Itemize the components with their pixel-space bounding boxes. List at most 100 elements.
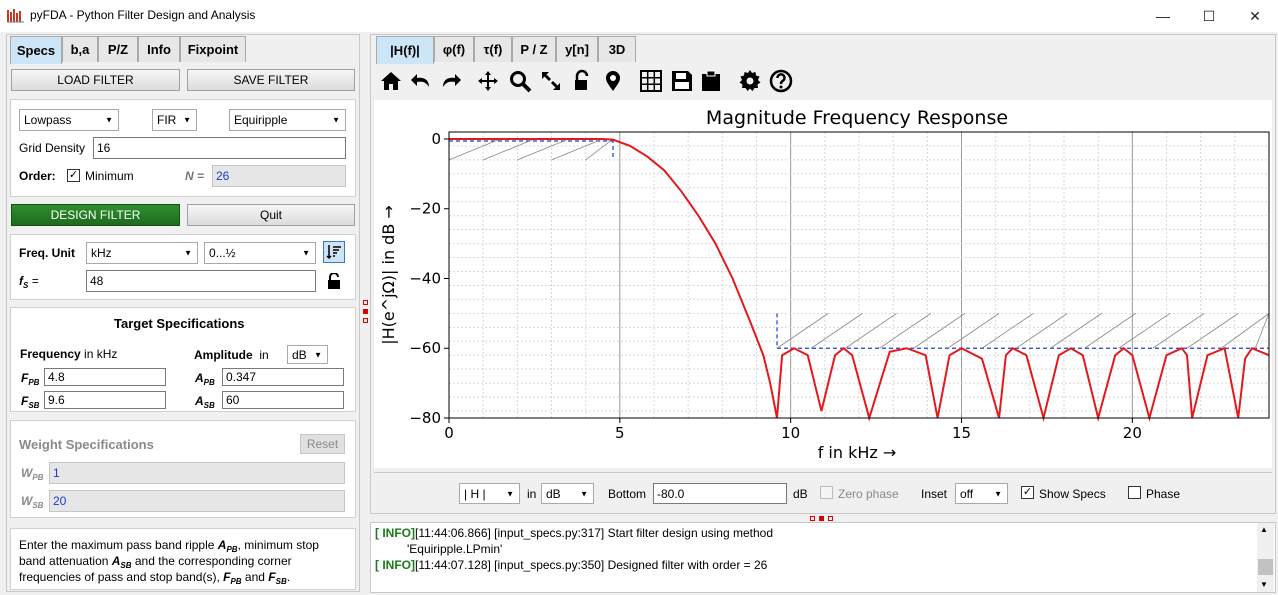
fullscreen-icon[interactable] bbox=[537, 67, 565, 95]
stopband-hatch bbox=[1254, 313, 1270, 349]
w-pb-input[interactable]: 1 bbox=[49, 462, 345, 484]
fs-input[interactable]: 48 bbox=[86, 270, 316, 292]
maximize-button[interactable]: ☐ bbox=[1202, 7, 1216, 24]
f-sb-subscript: SB bbox=[28, 401, 40, 410]
chart-ticks: 0 5 10 15 20 0 −20 −40 −60 −80 bbox=[409, 130, 1142, 442]
save-icon[interactable] bbox=[668, 67, 696, 95]
help-subscript: SB bbox=[120, 561, 132, 570]
filter-type-select[interactable]: FIR ▼ bbox=[152, 109, 197, 131]
tab-magnitude[interactable]: |H(f)| bbox=[376, 36, 434, 64]
stopband-hatch bbox=[1186, 313, 1239, 349]
design-filter-button[interactable]: DESIGN FILTER bbox=[11, 204, 180, 226]
marker-icon[interactable] bbox=[599, 67, 627, 95]
log-scrollbar[interactable]: ▲ ▼ bbox=[1257, 523, 1274, 592]
save-filter-button[interactable]: SAVE FILTER bbox=[187, 69, 355, 91]
f-pb-input[interactable]: 4.8 bbox=[44, 368, 166, 386]
design-method-select[interactable]: Equiripple ▼ bbox=[229, 109, 346, 131]
grid-density-input[interactable]: 16 bbox=[93, 137, 346, 159]
grid-icon[interactable] bbox=[637, 67, 665, 95]
help-text: . bbox=[286, 570, 291, 584]
tab-info[interactable]: Info bbox=[138, 36, 180, 62]
tab-phase[interactable]: φ(f) bbox=[434, 36, 474, 62]
phase-checkbox[interactable] bbox=[1128, 486, 1141, 499]
w-sb-subscript: SB bbox=[32, 501, 44, 510]
amplitude-unit-select[interactable]: dB ▼ bbox=[287, 345, 328, 364]
amplitude-header: Amplitude in bbox=[194, 348, 269, 362]
freq-unit-select[interactable]: kHz ▼ bbox=[86, 242, 198, 264]
fs-equals: = bbox=[28, 274, 39, 288]
amplitude-in: in bbox=[259, 348, 269, 362]
vertical-splitter-handle[interactable] bbox=[362, 298, 369, 328]
f-sb-input[interactable]: 9.6 bbox=[44, 391, 166, 409]
quit-button[interactable]: Quit bbox=[187, 204, 355, 226]
splitter-dot bbox=[363, 309, 368, 314]
lock-fs-button[interactable] bbox=[323, 270, 345, 292]
passband-hatch bbox=[448, 138, 501, 161]
forward-icon[interactable] bbox=[437, 67, 465, 95]
zero-phase-label: Zero phase bbox=[838, 487, 899, 501]
f-sb-symbol: F bbox=[21, 394, 29, 408]
magnitude-mode-select[interactable]: | H | ▼ bbox=[459, 483, 520, 504]
tab-fixpoint[interactable]: Fixpoint bbox=[180, 36, 246, 62]
stopband-hatch bbox=[845, 313, 897, 349]
a-pb-subscript: PB bbox=[203, 378, 215, 387]
a-sb-subscript: SB bbox=[203, 401, 215, 410]
reset-weights-button[interactable]: Reset bbox=[300, 434, 345, 454]
x-tick-label: 5 bbox=[615, 424, 625, 442]
stopband-hatch bbox=[1152, 313, 1205, 349]
help-icon[interactable] bbox=[767, 67, 795, 95]
tab-pole-zero[interactable]: P / Z bbox=[512, 36, 556, 62]
chevron-down-icon: ▼ bbox=[105, 115, 113, 125]
a-pb-input[interactable]: 0.347 bbox=[222, 368, 344, 386]
clipboard-icon[interactable] bbox=[697, 67, 725, 95]
tab-pz[interactable]: P/Z bbox=[98, 36, 138, 62]
magnitude-unit-select[interactable]: dB ▼ bbox=[541, 483, 594, 504]
plot-controls-bar bbox=[374, 472, 1272, 512]
sort-frequencies-button[interactable] bbox=[323, 241, 345, 263]
home-icon[interactable] bbox=[377, 67, 405, 95]
load-filter-button[interactable]: LOAD FILTER bbox=[11, 69, 180, 91]
a-sb-input[interactable]: 60 bbox=[222, 391, 344, 409]
magnitude-chart: 0 5 10 15 20 0 −20 −40 −60 −80 Magnitude Frequenc… bbox=[374, 100, 1272, 468]
tab-ba[interactable]: b,a bbox=[62, 36, 98, 62]
response-type-value: Lowpass bbox=[24, 113, 72, 127]
filter-type-value: FIR bbox=[157, 113, 177, 127]
zoom-icon[interactable] bbox=[506, 67, 534, 95]
inset-select[interactable]: off ▼ bbox=[955, 483, 1008, 504]
show-specs-label: Show Specs bbox=[1039, 487, 1106, 501]
freq-range-select[interactable]: 0...½ ▼ bbox=[204, 242, 316, 264]
scrollbar-thumb[interactable] bbox=[1258, 559, 1273, 575]
freq-unit-value: kHz bbox=[91, 246, 112, 260]
log-text: [11:44:06.866] [input_specs.py:317] Star… bbox=[415, 526, 774, 540]
f-pb-label: FPB bbox=[21, 371, 40, 387]
f-pb-subscript: PB bbox=[28, 378, 40, 387]
settings-icon[interactable] bbox=[736, 67, 764, 95]
help-text: frequencies of pass and stop band(s), bbox=[19, 570, 224, 584]
help-subscript: PB bbox=[226, 545, 238, 554]
tab-group-delay[interactable]: τ(f) bbox=[474, 36, 512, 62]
log-text: [11:44:07.128] [input_specs.py:350] Desi… bbox=[415, 558, 768, 572]
chevron-down-icon: ▼ bbox=[314, 350, 322, 359]
scroll-down-icon[interactable]: ▼ bbox=[1260, 580, 1268, 589]
tab-specs[interactable]: Specs bbox=[10, 36, 62, 64]
frequency-label: Frequency bbox=[20, 347, 81, 361]
scroll-up-icon[interactable]: ▲ bbox=[1260, 525, 1268, 534]
phase-label: Phase bbox=[1146, 487, 1181, 501]
w-sb-input[interactable]: 20 bbox=[49, 490, 345, 512]
horizontal-splitter-handle[interactable] bbox=[808, 515, 836, 522]
chevron-down-icon: ▼ bbox=[183, 115, 191, 125]
lock-icon[interactable] bbox=[568, 67, 596, 95]
show-specs-checkbox[interactable]: ✓ bbox=[1021, 486, 1034, 499]
close-button[interactable]: ✕ bbox=[1249, 7, 1261, 24]
min-order-checkbox[interactable]: ✓ bbox=[67, 169, 80, 182]
zero-phase-checkbox[interactable] bbox=[820, 486, 833, 499]
back-icon[interactable] bbox=[407, 67, 435, 95]
tab-3d[interactable]: 3D bbox=[598, 36, 636, 62]
minimize-button[interactable]: — bbox=[1156, 8, 1170, 24]
response-type-select[interactable]: Lowpass ▼ bbox=[19, 109, 119, 131]
bottom-input[interactable]: -80.0 bbox=[653, 483, 787, 504]
f-sb-label: FSB bbox=[21, 394, 40, 410]
pan-icon[interactable] bbox=[474, 67, 502, 95]
tab-impulse-response[interactable]: y[n] bbox=[556, 36, 598, 62]
target-specs-title: Target Specifications bbox=[114, 316, 245, 331]
